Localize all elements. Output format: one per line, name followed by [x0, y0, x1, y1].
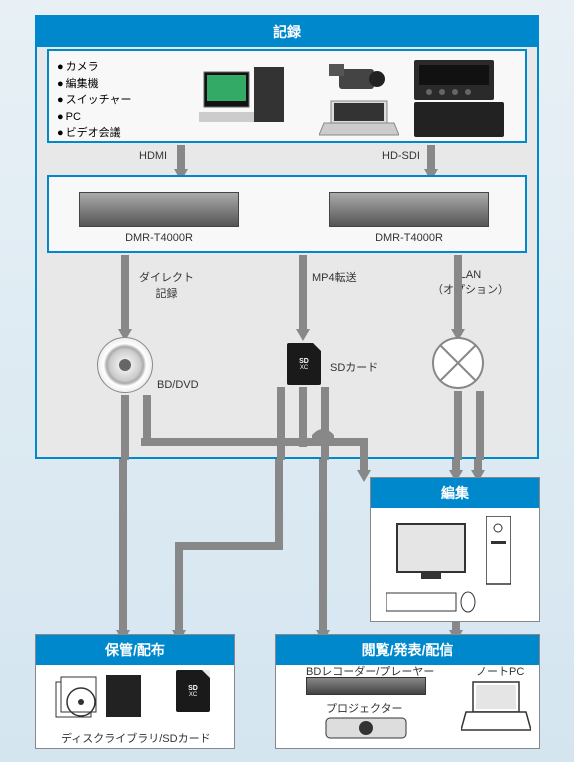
- edit-title: 編集: [371, 478, 539, 508]
- direct-label: ダイレクト 記録: [139, 269, 194, 301]
- laptop-icon: [461, 680, 531, 735]
- bddvd-label: BD/DVD: [157, 379, 199, 391]
- source-item: 編集機: [57, 78, 99, 90]
- record-panel: 記録 カメラ 編集機 スイッチャー PC ビデオ会議: [35, 15, 539, 459]
- pc-tower-icon: [486, 516, 511, 586]
- arrow: [121, 395, 129, 460]
- source-item: スイッチャー: [57, 94, 132, 106]
- source-images: [199, 57, 519, 139]
- view-title: 閲覧/発表/配信: [276, 635, 539, 665]
- hdmi-label: HDMI: [139, 150, 167, 162]
- recorder-label: DMR-T4000R: [329, 232, 489, 244]
- mp4-label: MP4転送: [312, 269, 357, 285]
- recorders-box: DMR-T4000R DMR-T4000R: [47, 175, 527, 253]
- recorder-label: DMR-T4000R: [79, 232, 239, 244]
- arrow: [175, 542, 283, 550]
- record-title: 記録: [37, 17, 537, 47]
- line-hop-icon: [312, 428, 334, 452]
- sd-label: SDカード: [330, 359, 378, 375]
- sd-card-icon: SDXC: [287, 343, 321, 385]
- storage-panel: 保管/配布 SDXC ディスクライブラリ/SDカード: [35, 634, 235, 749]
- bd-player-icon: [306, 677, 426, 695]
- arrow: [275, 459, 283, 549]
- source-item: ビデオ会議: [57, 127, 121, 139]
- projector-icon: [316, 713, 416, 743]
- arrow: [454, 255, 462, 333]
- laptop-icon: [319, 99, 399, 137]
- recorder-left: [79, 192, 239, 227]
- lan-label: LAN （オプション）: [432, 269, 509, 297]
- hdsdi-label: HD-SDI: [382, 150, 420, 162]
- arrow-head: [296, 329, 310, 341]
- source-item: カメラ: [57, 61, 99, 73]
- arrow: [277, 387, 285, 460]
- av-box-icon: [414, 102, 504, 137]
- edit-panel: 編集: [370, 477, 540, 622]
- arrow-head: [357, 470, 371, 482]
- keyboard-icon: [386, 588, 476, 613]
- arrow: [119, 459, 127, 634]
- storage-title: 保管/配布: [36, 635, 234, 665]
- sd-card-icon: SDXC: [176, 670, 210, 712]
- camcorder-icon: [329, 59, 389, 94]
- sources-list: カメラ 編集機 スイッチャー PC ビデオ会議: [57, 59, 132, 142]
- switcher-icon: [414, 60, 494, 100]
- pc-tower-icon: [199, 62, 289, 132]
- arrow: [476, 391, 484, 460]
- arrow: [175, 542, 183, 634]
- disclib-label: ディスクライブラリ/SDカード: [61, 730, 211, 746]
- lan-node-icon: [432, 337, 484, 389]
- arrow: [454, 391, 462, 460]
- view-panel: 閲覧/発表/配信 BDレコーダー/プレーヤー プロジェクター ノートPC: [275, 634, 540, 749]
- disc-library-icon: [51, 667, 151, 722]
- monitor-icon: [396, 523, 466, 573]
- disc-icon: [97, 337, 153, 393]
- arrow: [141, 438, 323, 446]
- arrow: [319, 459, 327, 634]
- sources-box: カメラ 編集機 スイッチャー PC ビデオ会議: [47, 49, 527, 143]
- arrow: [121, 255, 129, 333]
- notepc-label: ノートPC: [476, 663, 524, 679]
- arrow: [360, 438, 368, 474]
- recorder-right: [329, 192, 489, 227]
- arrow: [299, 255, 307, 333]
- source-item: PC: [57, 111, 81, 123]
